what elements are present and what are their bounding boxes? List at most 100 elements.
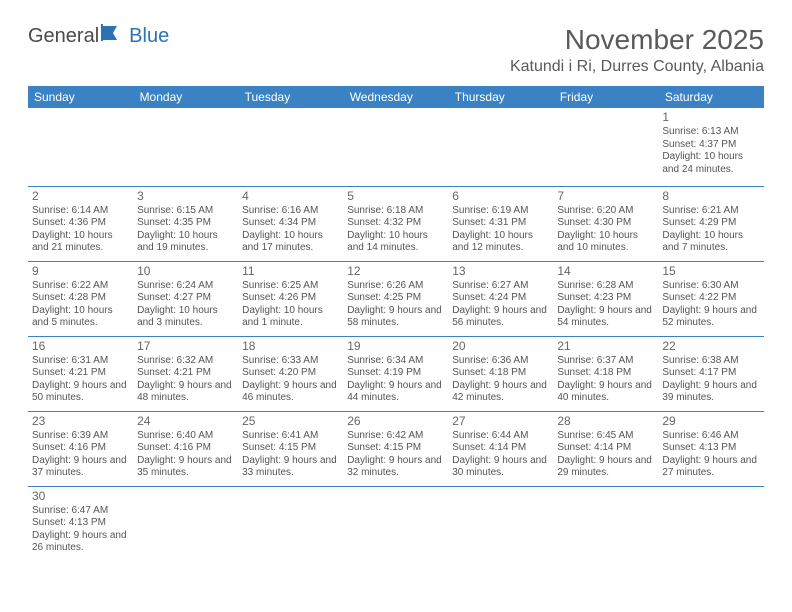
sunrise-text: Sunrise: 6:15 AM [137, 205, 234, 218]
sunset-text: Sunset: 4:14 PM [557, 442, 654, 455]
day-number: 29 [662, 414, 759, 429]
calendar-day-cell: 6Sunrise: 6:19 AMSunset: 4:31 PMDaylight… [448, 186, 553, 261]
sunrise-text: Sunrise: 6:18 AM [347, 205, 444, 218]
day-number: 2 [32, 189, 129, 204]
day-number: 18 [242, 339, 339, 354]
sunset-text: Sunset: 4:19 PM [347, 367, 444, 380]
daylight-text: Daylight: 9 hours and 39 minutes. [662, 380, 759, 405]
daylight-text: Daylight: 9 hours and 54 minutes. [557, 305, 654, 330]
daylight-text: Daylight: 9 hours and 35 minutes. [137, 455, 234, 480]
sunrise-text: Sunrise: 6:16 AM [242, 205, 339, 218]
sunset-text: Sunset: 4:18 PM [557, 367, 654, 380]
daylight-text: Daylight: 10 hours and 12 minutes. [452, 230, 549, 255]
sunrise-text: Sunrise: 6:40 AM [137, 430, 234, 443]
calendar-empty-cell [28, 108, 133, 186]
sunrise-text: Sunrise: 6:32 AM [137, 355, 234, 368]
calendar-day-cell: 5Sunrise: 6:18 AMSunset: 4:32 PMDaylight… [343, 186, 448, 261]
sunset-text: Sunset: 4:37 PM [662, 139, 759, 152]
calendar-table: SundayMondayTuesdayWednesdayThursdayFrid… [28, 86, 764, 561]
calendar-empty-cell [133, 108, 238, 186]
weekday-header: Monday [133, 86, 238, 108]
header: General Blue November 2025 Katundi i Ri,… [28, 24, 764, 76]
sunrise-text: Sunrise: 6:26 AM [347, 280, 444, 293]
sunset-text: Sunset: 4:29 PM [662, 217, 759, 230]
sunset-text: Sunset: 4:22 PM [662, 292, 759, 305]
sunset-text: Sunset: 4:17 PM [662, 367, 759, 380]
daylight-text: Daylight: 9 hours and 29 minutes. [557, 455, 654, 480]
calendar-empty-cell [553, 108, 658, 186]
calendar-week-row: 16Sunrise: 6:31 AMSunset: 4:21 PMDayligh… [28, 336, 764, 411]
day-number: 11 [242, 264, 339, 279]
day-number: 15 [662, 264, 759, 279]
calendar-day-cell: 21Sunrise: 6:37 AMSunset: 4:18 PMDayligh… [553, 336, 658, 411]
daylight-text: Daylight: 10 hours and 24 minutes. [662, 151, 759, 176]
daylight-text: Daylight: 9 hours and 56 minutes. [452, 305, 549, 330]
flag-icon [101, 24, 127, 48]
sunset-text: Sunset: 4:35 PM [137, 217, 234, 230]
calendar-day-cell: 25Sunrise: 6:41 AMSunset: 4:15 PMDayligh… [238, 411, 343, 486]
calendar-day-cell: 28Sunrise: 6:45 AMSunset: 4:14 PMDayligh… [553, 411, 658, 486]
sunset-text: Sunset: 4:28 PM [32, 292, 129, 305]
daylight-text: Daylight: 9 hours and 42 minutes. [452, 380, 549, 405]
day-number: 19 [347, 339, 444, 354]
sunrise-text: Sunrise: 6:47 AM [32, 505, 129, 518]
sunset-text: Sunset: 4:34 PM [242, 217, 339, 230]
sunrise-text: Sunrise: 6:30 AM [662, 280, 759, 293]
calendar-body: 1Sunrise: 6:13 AMSunset: 4:37 PMDaylight… [28, 108, 764, 561]
calendar-day-cell: 9Sunrise: 6:22 AMSunset: 4:28 PMDaylight… [28, 261, 133, 336]
calendar-day-cell: 23Sunrise: 6:39 AMSunset: 4:16 PMDayligh… [28, 411, 133, 486]
sunset-text: Sunset: 4:24 PM [452, 292, 549, 305]
sunrise-text: Sunrise: 6:46 AM [662, 430, 759, 443]
calendar-week-row: 30Sunrise: 6:47 AMSunset: 4:13 PMDayligh… [28, 486, 764, 561]
daylight-text: Daylight: 9 hours and 50 minutes. [32, 380, 129, 405]
sunset-text: Sunset: 4:20 PM [242, 367, 339, 380]
day-number: 25 [242, 414, 339, 429]
calendar-week-row: 9Sunrise: 6:22 AMSunset: 4:28 PM Daylight… [28, 261, 764, 336]
calendar-day-cell: 27Sunrise: 6:44 AMSunset: 4:14 PMDayligh… [448, 411, 553, 486]
daylight-text: Daylight: 10 hours and 19 minutes. [137, 230, 234, 255]
calendar-empty-cell [448, 486, 553, 561]
daylight-text: Daylight: 9 hours and 26 minutes. [32, 530, 129, 555]
calendar-day-cell: 4Sunrise: 6:16 AMSunset: 4:34 PMDaylight… [238, 186, 343, 261]
sunrise-text: Sunrise: 6:20 AM [557, 205, 654, 218]
daylight-text: Daylight: 9 hours and 58 minutes. [347, 305, 444, 330]
sunrise-text: Sunrise: 6:45 AM [557, 430, 654, 443]
calendar-empty-cell [238, 108, 343, 186]
day-number: 9 [32, 264, 129, 279]
weekday-header: Saturday [658, 86, 763, 108]
sunset-text: Sunset: 4:26 PM [242, 292, 339, 305]
calendar-day-cell: 20Sunrise: 6:36 AMSunset: 4:18 PMDayligh… [448, 336, 553, 411]
day-number: 3 [137, 189, 234, 204]
sunset-text: Sunset: 4:15 PM [347, 442, 444, 455]
daylight-text: Daylight: 10 hours and 3 minutes. [137, 305, 234, 330]
calendar-empty-cell [343, 108, 448, 186]
day-number: 26 [347, 414, 444, 429]
sunrise-text: Sunrise: 6:41 AM [242, 430, 339, 443]
sunrise-text: Sunrise: 6:34 AM [347, 355, 444, 368]
calendar-empty-cell [553, 486, 658, 561]
month-title: November 2025 [510, 24, 764, 56]
sunrise-text: Sunrise: 6:28 AM [557, 280, 654, 293]
daylight-text: Daylight: 10 hours and 14 minutes. [347, 230, 444, 255]
day-number: 13 [452, 264, 549, 279]
sunrise-text: Sunrise: 6:14 AM [32, 205, 129, 218]
calendar-day-cell: 1Sunrise: 6:13 AMSunset: 4:37 PMDaylight… [658, 108, 763, 186]
day-number: 8 [662, 189, 759, 204]
calendar-day-cell: 7Sunrise: 6:20 AMSunset: 4:30 PMDaylight… [553, 186, 658, 261]
calendar-day-cell: 17Sunrise: 6:32 AMSunset: 4:21 PMDayligh… [133, 336, 238, 411]
sunrise-text: Sunrise: 6:22 AM [32, 280, 129, 293]
daylight-text: Daylight: 9 hours and 52 minutes. [662, 305, 759, 330]
day-number: 27 [452, 414, 549, 429]
calendar-empty-cell [238, 486, 343, 561]
calendar-day-cell: 13Sunrise: 6:27 AMSunset: 4:24 PMDayligh… [448, 261, 553, 336]
day-number: 5 [347, 189, 444, 204]
sunrise-text: Sunrise: 6:38 AM [662, 355, 759, 368]
sunset-text: Sunset: 4:27 PM [137, 292, 234, 305]
sunset-text: Sunset: 4:15 PM [242, 442, 339, 455]
daylight-text: Daylight: 9 hours and 48 minutes. [137, 380, 234, 405]
sunrise-text: Sunrise: 6:25 AM [242, 280, 339, 293]
day-number: 10 [137, 264, 234, 279]
weekday-header: Tuesday [238, 86, 343, 108]
sunset-text: Sunset: 4:25 PM [347, 292, 444, 305]
sunrise-text: Sunrise: 6:39 AM [32, 430, 129, 443]
